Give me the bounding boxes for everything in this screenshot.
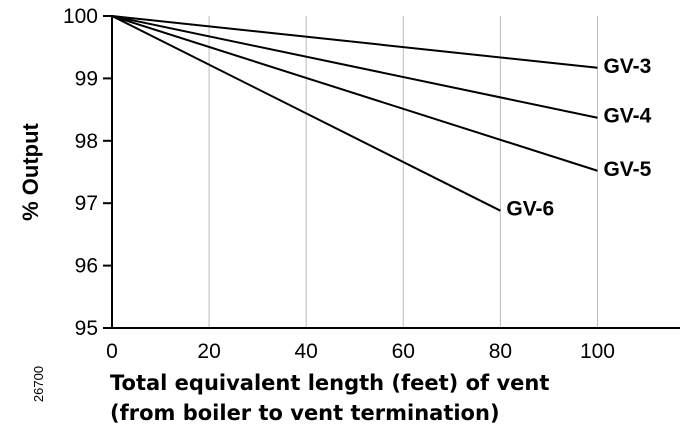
- x-axis-label-line-2: (from boiler to vent termination): [110, 401, 500, 424]
- figure-code: 26700: [31, 366, 46, 402]
- y-tick-label-97: 97: [75, 192, 98, 215]
- y-tick-label-100: 100: [63, 5, 98, 28]
- series-label-gv-4: GV-4: [603, 105, 651, 128]
- x-tick-label-20: 20: [197, 340, 220, 363]
- y-axis-label: % Output: [18, 122, 43, 220]
- x-tick-label-60: 60: [392, 340, 415, 363]
- label-layer: 95 96 97 98 99 100 0 20 40 60 80 100 GV-3 GV-4 GV-5 GV-…: [18, 5, 652, 425]
- x-axis-label-line-1: Total equivalent length (feet) of vent: [110, 371, 549, 395]
- y-tick-label-96: 96: [75, 255, 98, 278]
- series-line-gv-3: [111, 15, 598, 69]
- series-label-gv-5: GV-5: [603, 158, 651, 181]
- grid-layer: [208, 16, 598, 328]
- x-tick-label-0: 0: [106, 340, 118, 363]
- axis-layer: [103, 15, 680, 329]
- y-tick-label-98: 98: [75, 130, 98, 153]
- series-label-gv-6: GV-6: [506, 198, 554, 221]
- series-layer: [111, 15, 598, 212]
- series-label-gv-3: GV-3: [603, 55, 651, 78]
- series-line-gv-6: [111, 15, 501, 212]
- x-tick-label-80: 80: [489, 340, 512, 363]
- x-tick-label-100: 100: [580, 340, 615, 363]
- series-line-gv-4: [111, 15, 598, 119]
- x-tick-label-40: 40: [295, 340, 318, 363]
- y-tick-label-99: 99: [75, 67, 98, 90]
- series-line-gv-5: [111, 15, 598, 172]
- y-tick-label-95: 95: [75, 317, 98, 340]
